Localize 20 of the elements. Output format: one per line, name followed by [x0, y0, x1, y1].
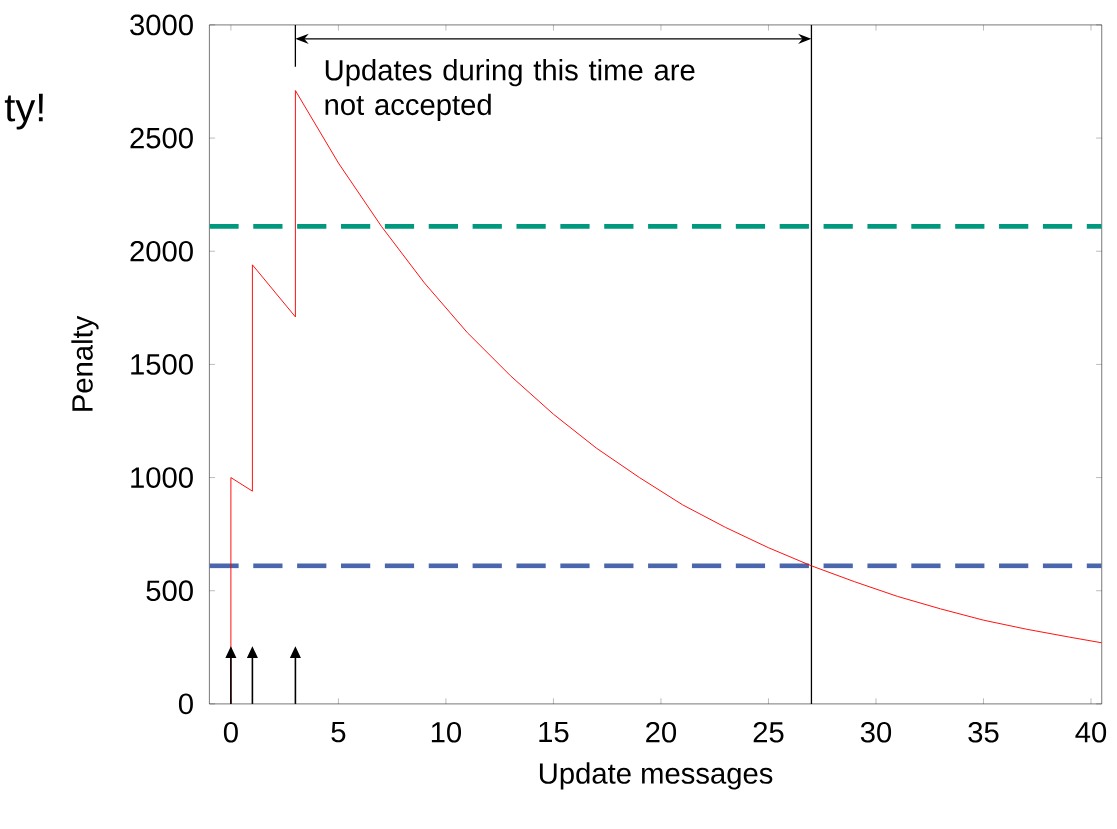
x-tick-label: 25 — [753, 722, 784, 743]
x-tick-label: 10 — [431, 722, 462, 743]
annotation: Updates during this time are not accepted — [325, 59, 695, 122]
x-tick-label: 40 — [1075, 722, 1107, 743]
y-tick-label: 1500 — [131, 354, 193, 375]
y-tick-label: 0 — [178, 693, 193, 715]
x-tick-label: 0 — [223, 722, 238, 743]
x-tick-label: 30 — [860, 722, 892, 743]
y-tick-label: 500 — [146, 580, 193, 602]
y-tick-label: 1000 — [131, 467, 193, 489]
text: ty! — [4, 94, 43, 130]
x-tick-label: 5 — [331, 722, 346, 743]
y-tick-label: 3000 — [130, 14, 193, 36]
x-tick-label: 20 — [646, 722, 677, 743]
x-tick-label: 35 — [968, 722, 999, 743]
y-axis-title: Penalty — [71, 315, 99, 412]
x-axis-title: Update messages — [539, 762, 773, 790]
y-tick-label: 2000 — [130, 241, 193, 262]
x-tick-label: 15 — [539, 722, 569, 743]
y-tick-label: 2500 — [130, 127, 193, 149]
